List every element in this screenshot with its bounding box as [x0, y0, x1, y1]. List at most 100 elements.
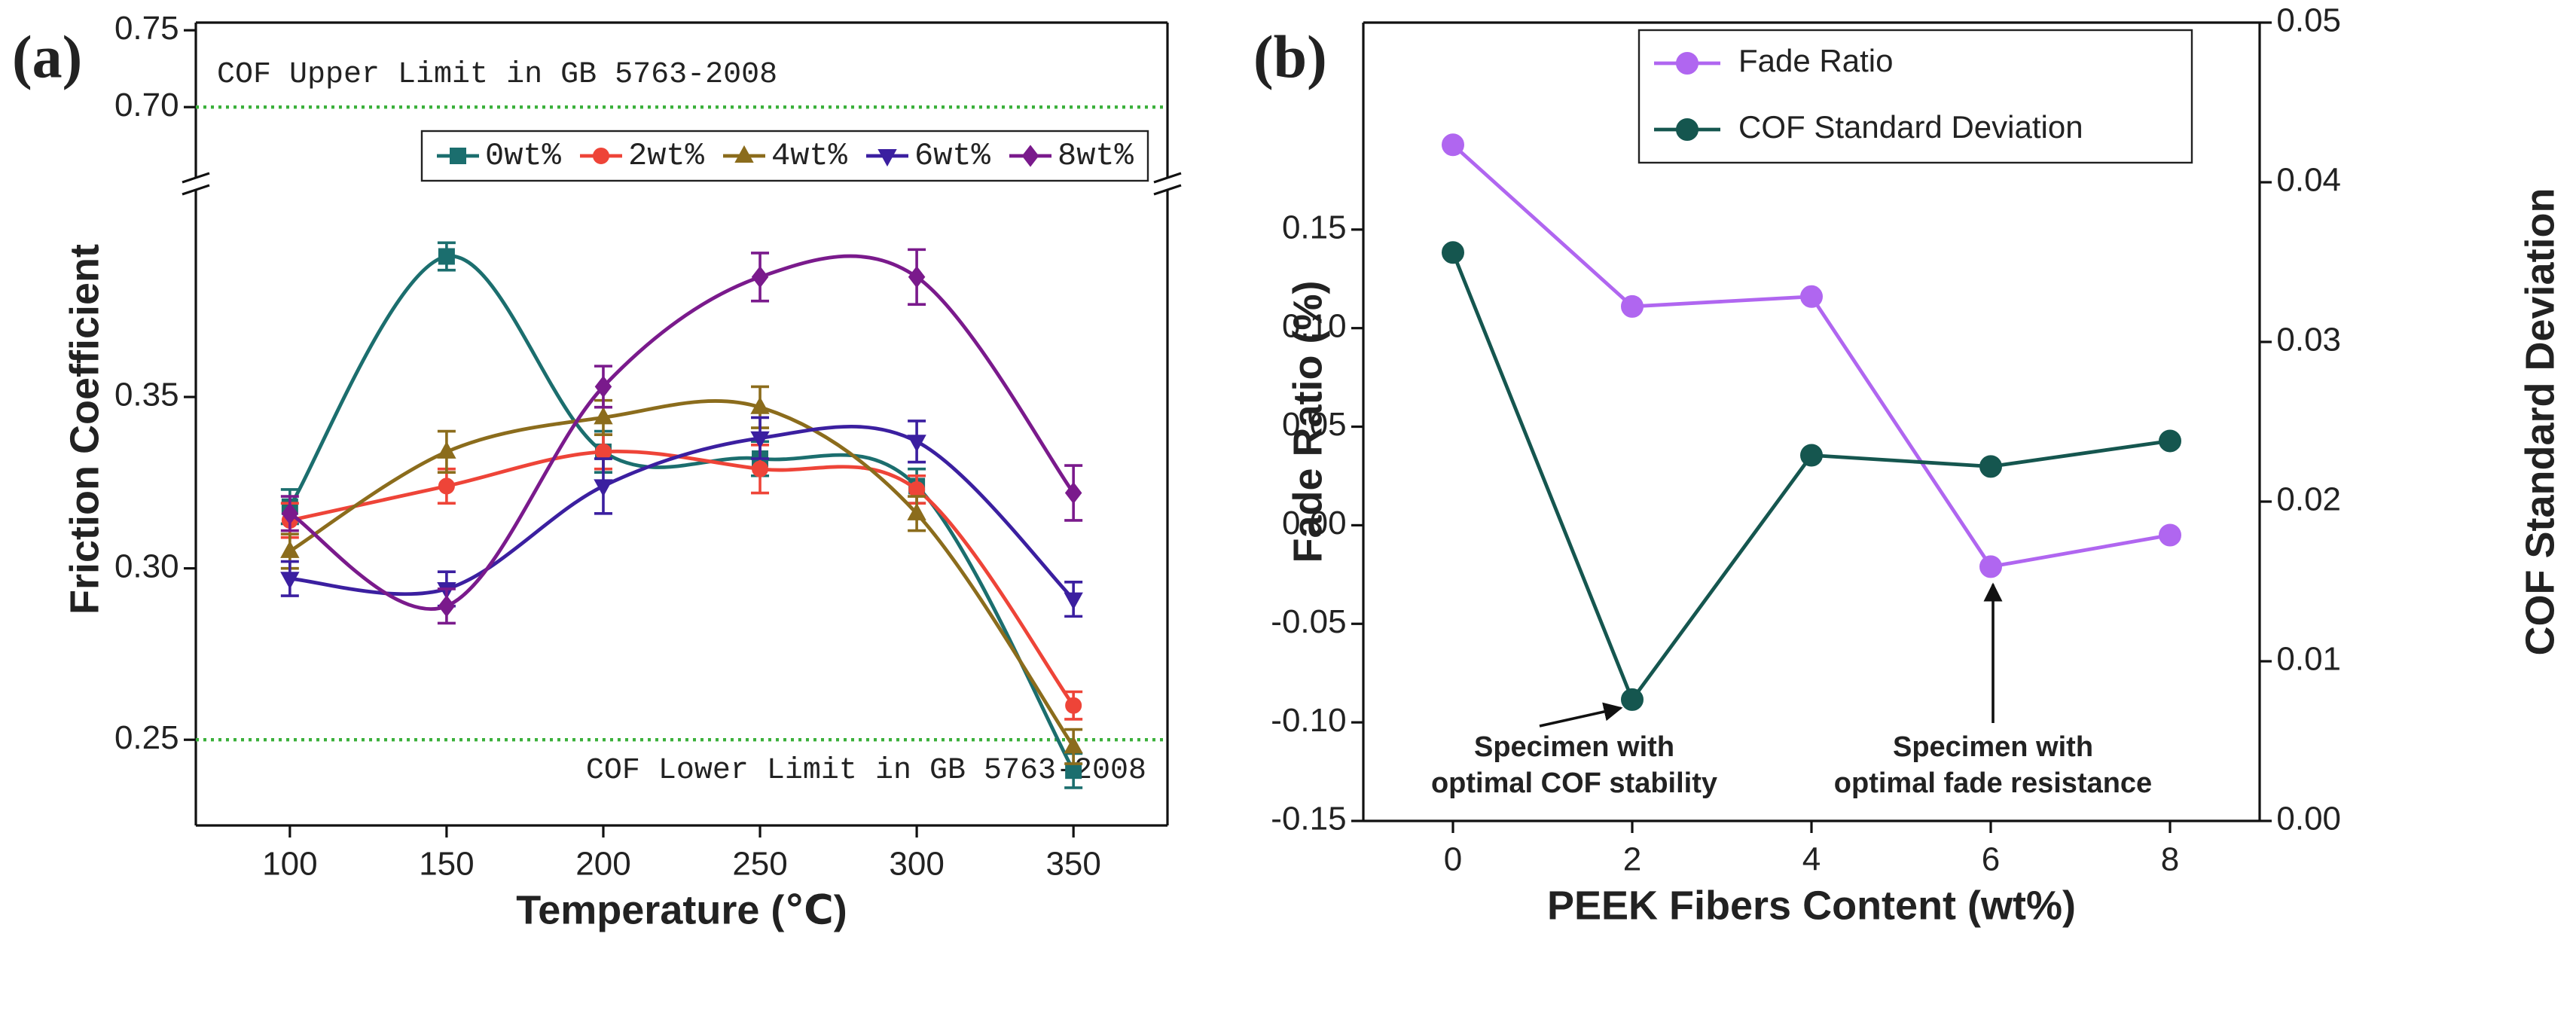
y2-axis-title: COF Standard Deviation [2517, 188, 2562, 655]
y-tick-label: 0.00 [2276, 801, 2341, 838]
marker [1676, 118, 1699, 141]
marker [908, 266, 926, 288]
legend-label: 6wt% [914, 138, 991, 174]
marker [750, 431, 770, 449]
marker [281, 502, 299, 525]
series-line [288, 399, 1076, 748]
marker [2159, 523, 2181, 547]
marker [1800, 444, 1823, 467]
y-tick-label: -0.15 [1271, 801, 1346, 838]
marker [1442, 241, 1464, 264]
annotation-text: optimal fade resistance [1834, 767, 2152, 799]
y-tick-label: 0.75 [114, 10, 179, 47]
x-tick-label: 100 [262, 846, 317, 883]
marker [907, 435, 926, 453]
y-tick-label: 0.05 [1282, 406, 1347, 443]
marker [280, 540, 300, 558]
y-tick-label: 0.70 [114, 87, 179, 124]
marker [734, 145, 754, 163]
marker [2159, 429, 2181, 453]
marker [438, 248, 455, 265]
series-line [289, 425, 1075, 601]
marker [1676, 52, 1699, 75]
legend-label: 2wt% [628, 138, 705, 174]
axis-break [1153, 172, 1182, 184]
y-tick-label: 0.04 [2276, 162, 2341, 199]
y-axis-title: Friction Coefficient [62, 244, 107, 615]
series-line [289, 450, 1076, 707]
y-tick-label: 0.15 [1282, 209, 1347, 246]
x-tick-label: 8 [2161, 841, 2179, 878]
annotation-text: optimal COF stability [1431, 767, 1717, 799]
y-tick-label: 0.10 [1282, 307, 1347, 344]
legend: Fade Ratio COF Standard Deviation [1637, 29, 2193, 164]
annotation-text: Specimen with [1893, 731, 2093, 763]
plot-1: 0 2 4 6 8 -0.15 -0.10 -0.05 0.00 0.05 0.10 0.15 0.00… [1253, 2, 2562, 929]
x-tick-label: 350 [1045, 846, 1100, 883]
axis-break [182, 172, 210, 184]
marker [594, 375, 612, 398]
y-tick-label: 0.03 [2276, 322, 2341, 358]
y-tick-label: -0.10 [1271, 702, 1346, 739]
marker [907, 502, 926, 520]
y-tick-label: 0.05 [2276, 2, 2341, 39]
legend-label: 4wt% [771, 138, 848, 174]
marker [752, 460, 769, 477]
legend-label: Fade Ratio [1738, 43, 1893, 78]
y-tick-label: 0.00 [1282, 505, 1347, 542]
legend: 0wt% 2wt% 4wt% 6wt% 8wt% [420, 130, 1149, 182]
marker [1800, 285, 1823, 308]
marker [594, 407, 613, 425]
legend-label: 0wt% [485, 138, 562, 174]
reference-label: COF Lower Limit in GB 5763-2008 [586, 754, 1146, 788]
x-tick-label: 4 [1802, 841, 1821, 878]
x-tick-label: 0 [1444, 841, 1462, 878]
marker [1979, 455, 2002, 478]
x-tick-label: 250 [732, 846, 787, 883]
marker [1064, 481, 1082, 505]
y-tick-label: 0.25 [114, 719, 179, 756]
plot-0: 100 150 200 250 300 350 0.25 0.30 0.35 0.70 0.75 CO… [12, 10, 1182, 932]
marker [750, 396, 770, 414]
x-axis-title: Temperature (℃) [516, 887, 847, 932]
marker [1442, 133, 1464, 157]
y-tick-label: 0.30 [114, 548, 179, 584]
marker [593, 148, 609, 164]
y-tick-label: 0.01 [2276, 641, 2341, 678]
marker [877, 149, 897, 167]
marker [438, 477, 455, 495]
marker [1979, 555, 2002, 578]
annotation-arrow [1539, 702, 1623, 728]
panel-label: (b) [1253, 24, 1327, 90]
legend-box [1637, 29, 2193, 164]
x-tick-label: 200 [575, 846, 630, 883]
marker [1621, 688, 1644, 711]
marker [450, 148, 466, 164]
x-tick-label: 300 [889, 846, 944, 883]
annotation-text: Specimen with [1474, 731, 1674, 763]
y-tick-label: 0.35 [114, 377, 179, 413]
x-axis-title: PEEK Fibers Content (wt%) [1547, 883, 2076, 928]
marker [1064, 592, 1083, 610]
marker [1621, 294, 1644, 318]
marker [1021, 145, 1039, 167]
y-tick-label: 0.02 [2276, 481, 2341, 518]
y-axis-title: Fade Ratio (%) [1285, 280, 1330, 563]
marker [437, 441, 456, 459]
x-tick-label: 150 [419, 846, 474, 883]
marker [1065, 762, 1082, 780]
y-tick-label: -0.05 [1271, 603, 1346, 640]
marker [280, 572, 300, 590]
marker [1065, 697, 1082, 714]
x-tick-label: 6 [1982, 841, 2000, 878]
marker [908, 481, 926, 498]
marker [594, 443, 612, 460]
series-line [288, 254, 1076, 611]
series-line [288, 254, 1076, 772]
marker [751, 266, 769, 288]
reference-label: COF Upper Limit in GB 5763-2008 [217, 58, 777, 92]
x-tick-label: 2 [1623, 841, 1641, 878]
panel-label: (a) [12, 24, 82, 90]
